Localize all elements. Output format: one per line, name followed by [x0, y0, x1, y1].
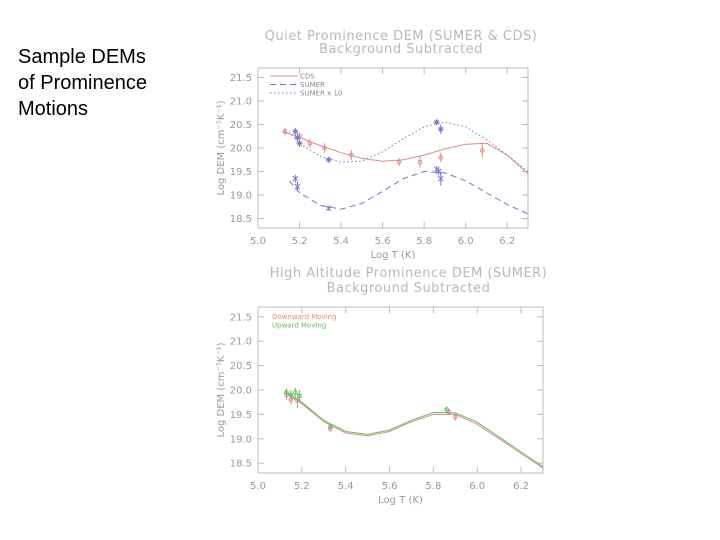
legend-label: SUMER	[300, 81, 325, 89]
series-2: SUMER	[270, 81, 529, 215]
x-tick-label: 6.0	[469, 481, 485, 492]
data-point	[294, 183, 301, 190]
y-tick-label: 21.5	[230, 73, 252, 84]
data-point	[282, 129, 288, 134]
data-point	[453, 414, 458, 420]
x-tick-label: 5.0	[250, 236, 266, 247]
x-tick-label: 5.8	[425, 481, 441, 492]
y-tick-label: 20.0	[230, 386, 252, 397]
data-point	[444, 407, 449, 412]
series-3: SUMER x 10	[270, 90, 529, 172]
x-tick-label: 5.8	[416, 236, 432, 247]
data-point	[438, 155, 444, 160]
series-curve	[288, 170, 529, 215]
x-tick-label: 5.6	[382, 481, 398, 492]
data-point	[294, 134, 301, 141]
data-point	[284, 390, 289, 395]
chart-2: High Altitude Prominence DEM (SUMER)Back…	[216, 266, 547, 506]
y-tick-label: 18.5	[230, 459, 252, 470]
y-tick-label: 18.5	[230, 214, 252, 225]
series-2: Upward Moving	[272, 322, 544, 468]
series-curve	[282, 131, 529, 175]
data-point	[437, 175, 444, 182]
data-point	[328, 424, 333, 429]
legend-label: SUMER x 10	[300, 90, 342, 98]
legend-label: Upward Moving	[272, 322, 326, 330]
y-tick-label: 20.0	[230, 144, 252, 155]
chart-title: Quiet Prominence DEM (SUMER & CDS)	[265, 29, 538, 44]
y-tick-label: 19.0	[230, 434, 252, 445]
x-tick-label: 5.4	[333, 236, 349, 247]
series-curve	[284, 391, 544, 469]
x-tick-label: 5.2	[292, 236, 308, 247]
plot-frame	[257, 306, 544, 474]
data-point	[307, 140, 313, 146]
y-tick-label: 21.5	[230, 312, 252, 323]
data-point	[292, 128, 299, 135]
series-curve	[284, 390, 544, 468]
y-tick-label: 20.5	[230, 120, 252, 131]
x-tick-label: 5.0	[250, 481, 266, 492]
y-tick-label: 19.5	[230, 167, 252, 178]
chart-subtitle: Background Subtracted	[319, 42, 483, 57]
chart-subtitle: Background Subtracted	[327, 281, 491, 296]
legend-label: Downward Moving	[272, 313, 337, 321]
legend-label: CDS	[300, 73, 315, 81]
chart-1: Quiet Prominence DEM (SUMER & CDS)Backgr…	[216, 29, 537, 261]
data-point	[437, 126, 444, 133]
data-point	[325, 156, 332, 163]
y-tick-label: 19.0	[230, 191, 252, 202]
series-1: CDS	[270, 73, 529, 175]
y-tick-label: 20.5	[230, 361, 252, 372]
data-point	[325, 205, 332, 212]
data-point	[292, 175, 299, 182]
y-tick-label: 21.0	[230, 337, 252, 348]
x-axis-label: Log T (K)	[378, 495, 423, 506]
series-curve	[288, 121, 529, 172]
data-point	[349, 152, 354, 158]
plot-frame	[257, 67, 529, 229]
x-tick-label: 5.4	[338, 481, 354, 492]
data-point	[480, 148, 485, 153]
data-point	[322, 145, 327, 151]
data-point	[433, 119, 440, 126]
data-point	[288, 392, 294, 398]
x-tick-label: 5.6	[375, 236, 391, 247]
y-axis-label: Log DEM (cm⁻⁵K⁻¹)	[216, 100, 227, 195]
series-1: Downward Moving	[272, 313, 544, 469]
data-point	[417, 159, 423, 165]
x-axis-label: Log T (K)	[371, 250, 416, 261]
y-tick-label: 21.0	[230, 96, 252, 107]
slide-title: Sample DEMs of Prominence Motions	[18, 46, 147, 120]
y-axis-label: Log DEM (cm⁻⁵K⁻¹)	[216, 342, 227, 437]
data-point	[297, 393, 302, 399]
x-tick-label: 6.2	[513, 481, 529, 492]
x-tick-label: 6.0	[458, 236, 474, 247]
chart-title: High Altitude Prominence DEM (SUMER)	[270, 266, 548, 281]
x-tick-label: 5.2	[294, 481, 310, 492]
data-point	[292, 390, 298, 395]
data-point	[396, 159, 402, 165]
x-tick-label: 6.2	[499, 236, 515, 247]
y-tick-label: 19.5	[230, 410, 252, 421]
data-point	[296, 140, 303, 147]
